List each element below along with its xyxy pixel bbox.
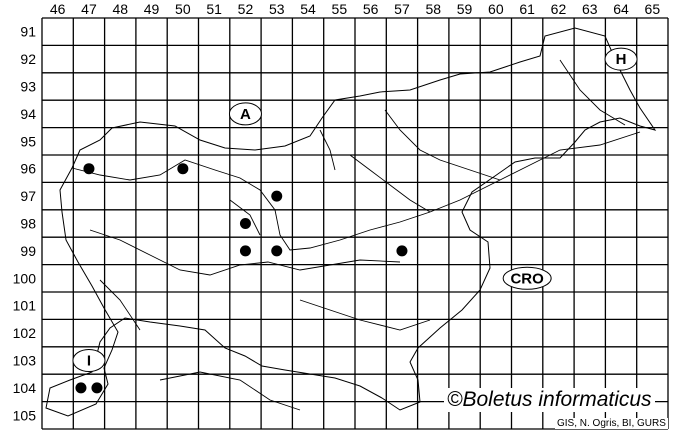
row-labels: 91 92 93 94 95 96 97 98 99 100 101 102 103 104 105 xyxy=(13,24,37,424)
utm-grid xyxy=(41,17,669,430)
record-dot xyxy=(75,382,87,394)
country-border xyxy=(45,27,657,417)
record-dot xyxy=(271,190,283,202)
row-label: 95 xyxy=(20,133,36,149)
row-label: 92 xyxy=(20,51,36,67)
record-dot xyxy=(91,382,103,394)
row-label: 93 xyxy=(20,79,36,95)
country-label-text: CRO xyxy=(510,270,544,287)
column-label: 48 xyxy=(112,1,128,17)
row-label: 94 xyxy=(20,106,36,122)
country-label-italy: I xyxy=(72,349,106,372)
row-label: 100 xyxy=(13,270,37,286)
label-ellipse xyxy=(502,266,552,290)
column-label: 49 xyxy=(144,1,160,17)
copyright-credit: ©Boletus informaticus xyxy=(444,388,655,412)
column-label: 59 xyxy=(457,1,473,17)
row-label: 105 xyxy=(13,407,37,423)
row-label: 91 xyxy=(20,24,36,40)
column-label: 56 xyxy=(363,1,379,17)
record-dots xyxy=(75,163,408,394)
row-label: 101 xyxy=(13,298,37,314)
country-label-text: H xyxy=(616,51,627,68)
column-label: 50 xyxy=(175,1,191,17)
rivers xyxy=(71,59,641,411)
country-label-austria: A xyxy=(228,102,262,126)
country-label-text: I xyxy=(87,353,91,370)
data-source: GIS, N. Ogris, BI, GURS xyxy=(555,418,668,429)
row-label: 104 xyxy=(13,380,37,396)
label-ellipse xyxy=(228,102,262,126)
record-dot xyxy=(239,218,251,229)
row-label: 103 xyxy=(13,353,37,369)
column-label: 47 xyxy=(81,1,97,17)
country-label-hungary: H xyxy=(604,47,638,71)
row-label: 96 xyxy=(20,161,36,177)
column-label: 58 xyxy=(425,1,441,17)
column-label: 55 xyxy=(332,1,348,17)
row-label: 98 xyxy=(20,216,36,232)
record-dot xyxy=(396,245,408,257)
column-label: 64 xyxy=(613,1,629,17)
record-dot xyxy=(177,163,189,175)
country-label-croatia: CRO xyxy=(502,266,552,290)
row-label: 97 xyxy=(20,188,36,204)
column-labels: 46 47 48 49 50 51 52 53 54 55 56 57 58 59 60 61 62 63 64 65 xyxy=(50,1,660,17)
record-dot xyxy=(271,245,283,257)
column-label: 60 xyxy=(488,1,504,17)
record-dot xyxy=(83,163,95,175)
column-label: 53 xyxy=(269,1,285,17)
column-label: 52 xyxy=(238,1,254,17)
row-label: 102 xyxy=(13,325,37,341)
column-label: 51 xyxy=(206,1,222,17)
column-label: 57 xyxy=(394,1,410,17)
column-label: 46 xyxy=(50,1,66,17)
column-label: 54 xyxy=(300,1,316,17)
column-label: 65 xyxy=(645,1,661,17)
column-label: 61 xyxy=(519,1,535,17)
country-label-text: A xyxy=(240,106,251,123)
label-ellipse xyxy=(604,47,638,71)
column-label: 63 xyxy=(582,1,598,17)
record-dot xyxy=(239,245,251,257)
column-label: 62 xyxy=(551,1,567,17)
row-label: 99 xyxy=(20,243,36,259)
country-labels: A H CRO I xyxy=(72,47,638,372)
label-ellipse xyxy=(72,349,106,372)
